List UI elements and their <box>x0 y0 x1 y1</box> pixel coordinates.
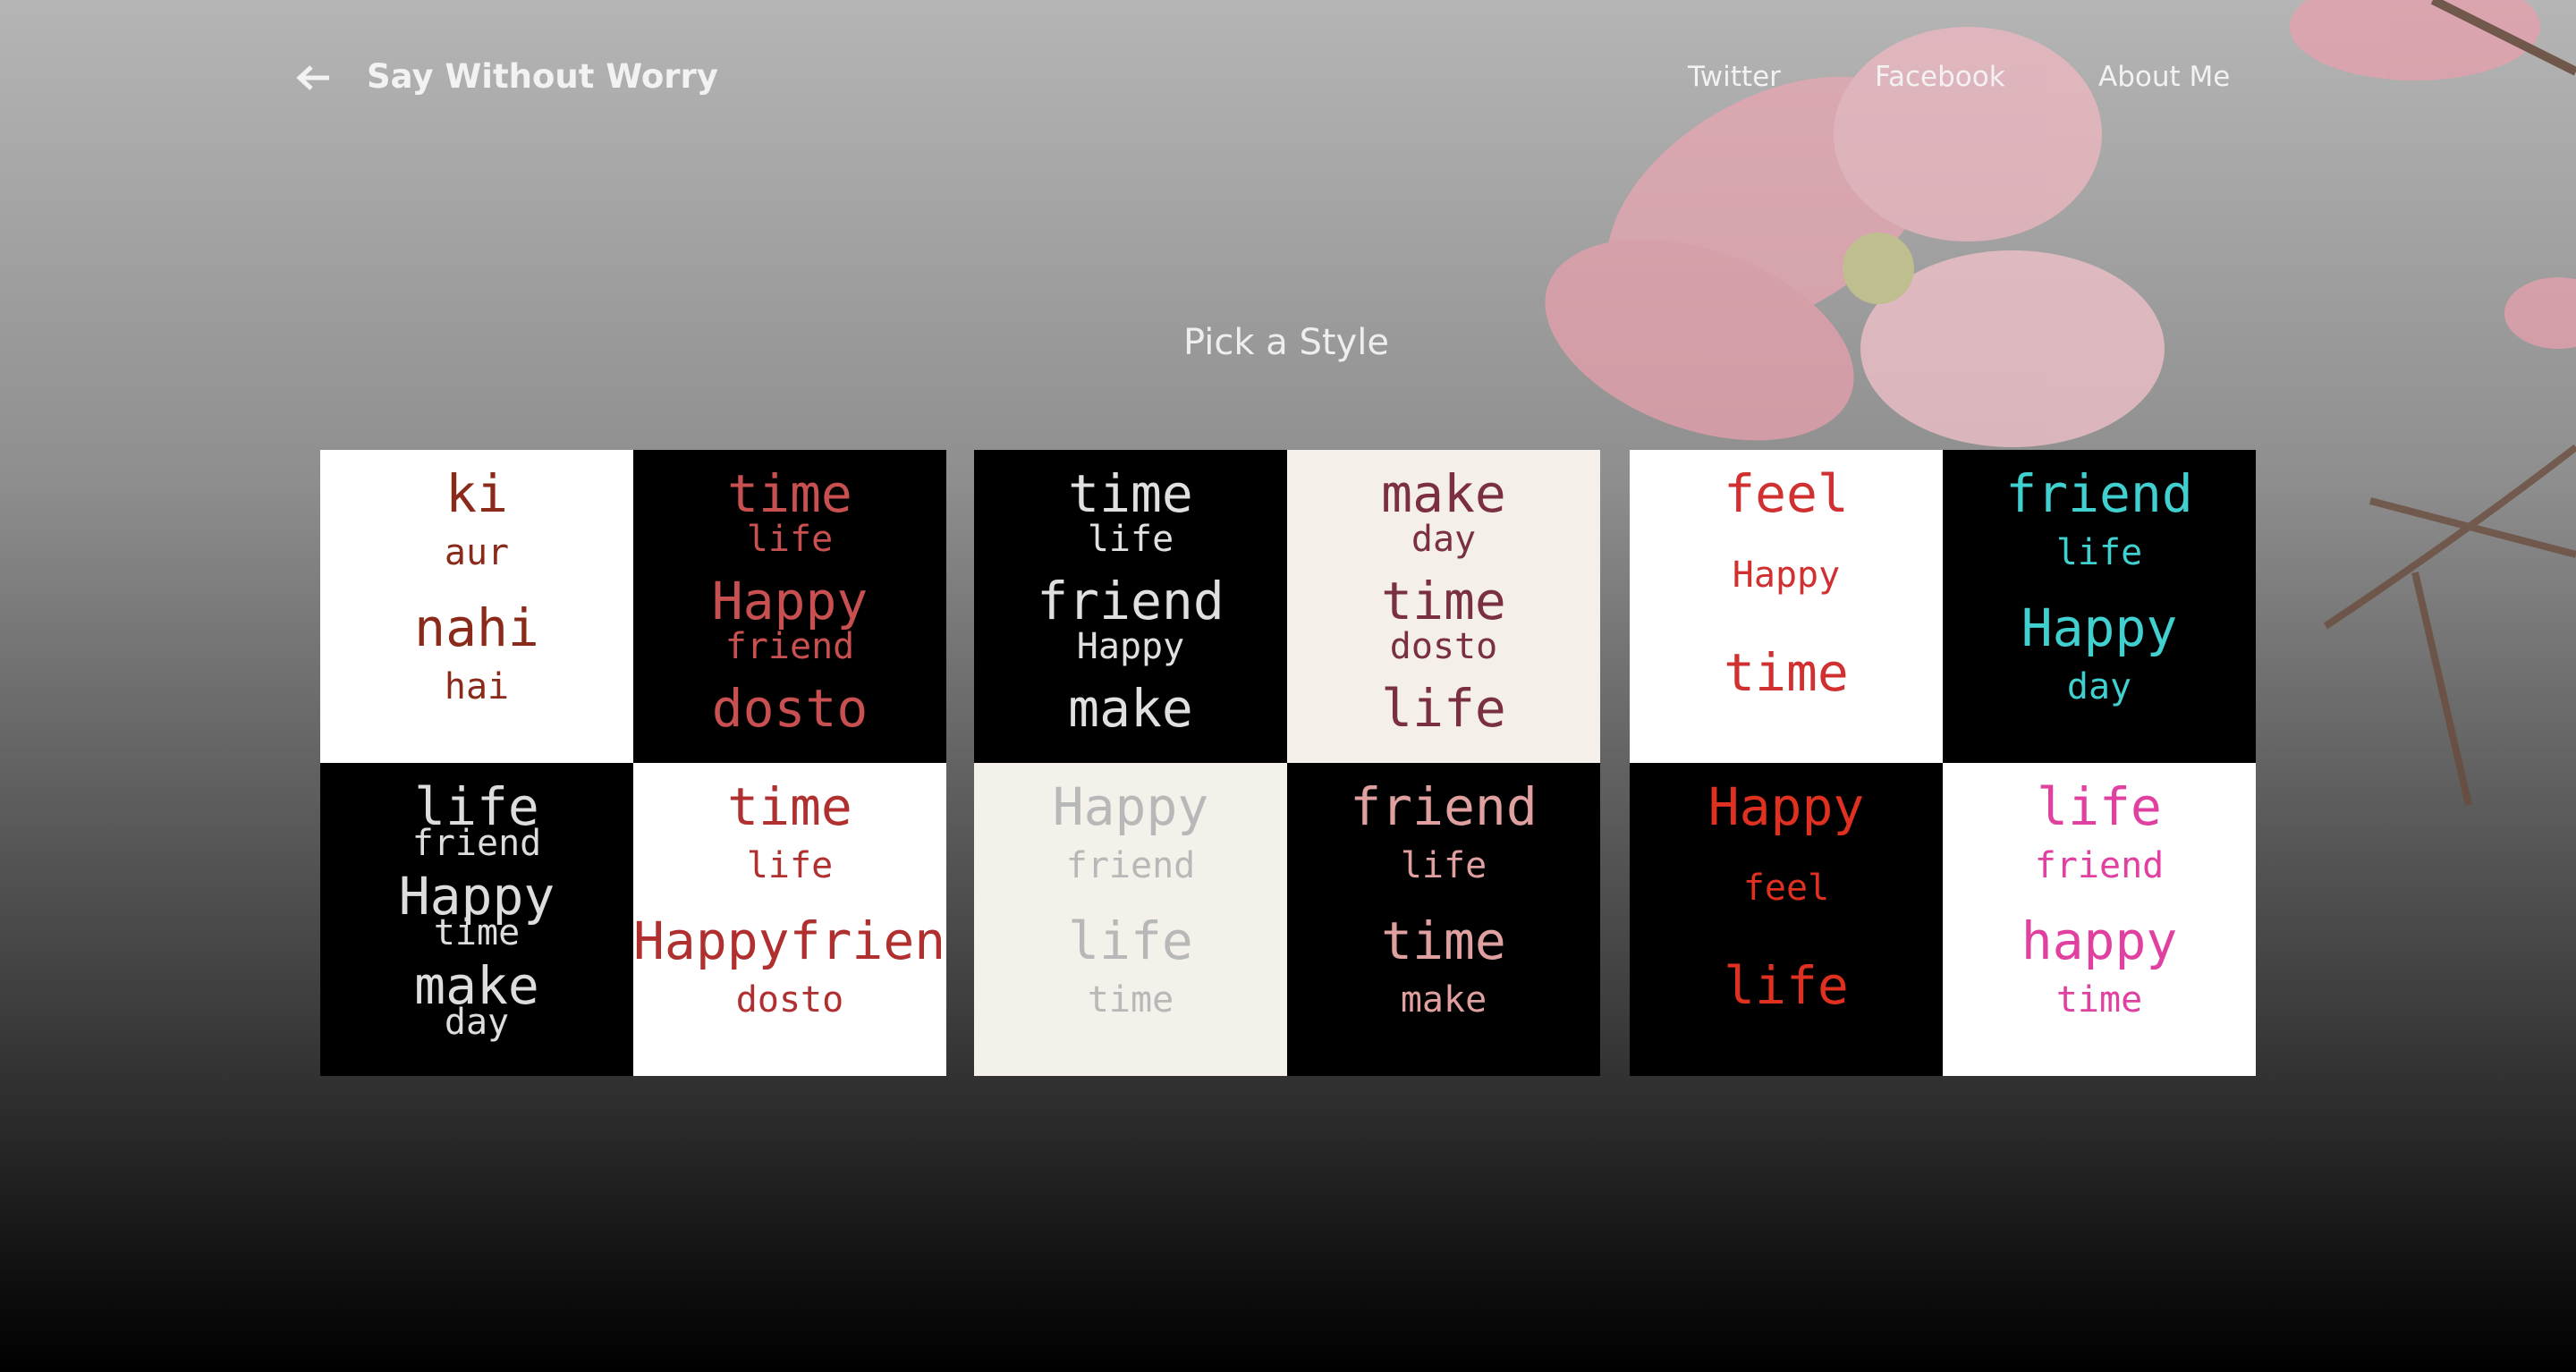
word-cloud-tile: time life friend Happy make <box>974 450 1287 763</box>
cloud-word: ki <box>445 463 508 524</box>
cloud-word: life <box>1724 955 1849 1016</box>
cloud-word: dosto <box>1389 626 1498 667</box>
cloud-word: time <box>2055 979 2143 1021</box>
cloud-word: day <box>1411 519 1477 560</box>
cloud-word: Happyfriend <box>633 910 946 971</box>
cloud-word: time <box>1068 463 1193 524</box>
cloud-word: friend <box>1065 845 1196 886</box>
nav-link[interactable]: About Me <box>2098 61 2231 93</box>
cloud-word: Happy <box>398 866 555 927</box>
cloud-word: make <box>1400 979 1487 1021</box>
cloud-word: make <box>1068 678 1193 739</box>
cloud-word: Happy <box>711 571 869 631</box>
cloud-word: life <box>1381 678 1506 739</box>
cloud-word: time <box>1381 910 1506 971</box>
heading: Pick a Style <box>1183 322 1389 363</box>
cloud-word: life <box>1068 910 1193 971</box>
cloud-word: time <box>727 776 852 837</box>
cloud-word: time <box>433 912 521 953</box>
style-option[interactable]: feel Happy time friend life Happy day Happy feel… <box>1630 450 2256 1076</box>
cloud-word: life <box>1400 845 1487 886</box>
cloud-word: Happy <box>1732 555 1841 596</box>
cloud-word: life <box>1087 519 1174 560</box>
word-cloud-tile: Happy friend life time <box>974 763 1287 1076</box>
cloud-word: time <box>727 463 852 524</box>
cloud-word: life <box>414 776 539 837</box>
word-cloud-tile: friend life time make <box>1287 763 1600 1076</box>
cloud-word: life <box>2055 532 2143 573</box>
word-cloud-tile: Happy feel life <box>1630 763 1943 1076</box>
cloud-word: friend <box>2005 463 2193 524</box>
word-cloud-tile: life friend Happy time make day <box>320 763 633 1076</box>
cloud-word: Happy <box>1707 776 1865 837</box>
cloud-word: Happy <box>1052 776 1209 837</box>
cloud-word: aur <box>444 532 510 573</box>
cloud-word: friend <box>1350 776 1538 837</box>
cloud-word: feel <box>1742 868 1830 909</box>
site-title[interactable]: Say Without Worry <box>367 57 718 96</box>
word-cloud-tile: ki aur nahi hai <box>320 450 633 763</box>
cloud-word: day <box>444 1002 510 1043</box>
cloud-word: make <box>414 955 539 1016</box>
cloud-word: friend <box>1037 571 1224 631</box>
word-cloud-tile: time life Happyfriend dosto <box>633 763 946 1076</box>
cloud-word: friend <box>2034 845 2165 886</box>
cloud-word: time <box>1087 979 1174 1021</box>
cloud-word: nahi <box>414 597 539 658</box>
cloud-word: Happy <box>1076 626 1185 667</box>
cloud-word: hai <box>444 666 510 707</box>
cloud-word: time <box>1381 571 1506 631</box>
cloud-word: life <box>746 519 834 560</box>
cloud-word: friend <box>724 626 855 667</box>
cloud-word: friend <box>411 823 542 864</box>
word-cloud-tile: feel Happy time <box>1630 450 1943 763</box>
word-cloud-tile: life friend happy time <box>1943 763 2256 1076</box>
cloud-word: happy <box>2021 910 2178 971</box>
style-option[interactable]: time life friend Happy make make day time dosto l… <box>974 450 1600 1076</box>
word-cloud-tile: make day time dosto life <box>1287 450 1600 763</box>
cloud-word: life <box>746 845 834 886</box>
nav-link[interactable]: Twitter <box>1688 61 1781 93</box>
nav-link[interactable]: Facebook <box>1875 61 2005 93</box>
cloud-word: Happy <box>2021 597 2178 658</box>
style-option[interactable]: ki aur nahi hai time life Happy friend dosto life… <box>320 450 946 1076</box>
back-arrow[interactable] <box>295 63 331 93</box>
cloud-word: dosto <box>735 979 844 1021</box>
cloud-word: life <box>2037 776 2162 837</box>
cloud-word: dosto <box>711 678 869 739</box>
cloud-word: day <box>2066 666 2132 707</box>
cloud-word: time <box>1724 642 1849 703</box>
cloud-word: make <box>1381 463 1506 524</box>
word-cloud-tile: friend life Happy day <box>1943 450 2256 763</box>
cloud-word: feel <box>1724 463 1849 524</box>
